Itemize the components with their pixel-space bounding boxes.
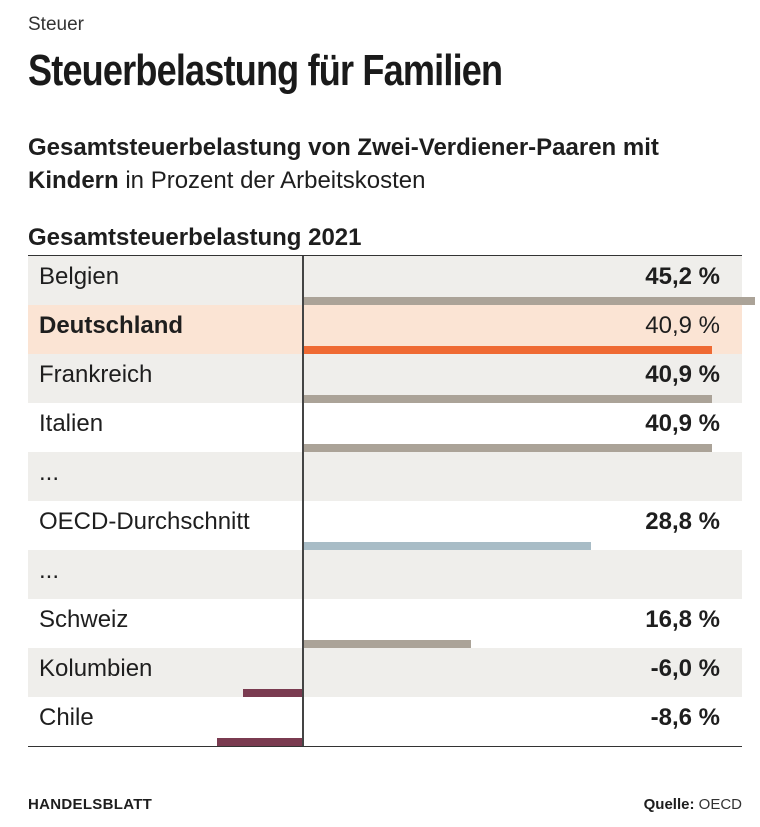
bar [303,346,712,354]
table-row: Deutschland 40,9 % [28,305,742,354]
country-label: Italien [39,410,104,437]
value-label: -6,0 % [650,655,720,682]
value-label: 28,8 % [645,508,720,535]
chart-subtitle: Gesamtsteuerbelastung von Zwei-Verdiener… [28,131,728,197]
table-row: Belgien 45,2 % [28,256,755,305]
page-title: Steuerbelastung für Familien [28,46,503,95]
bar [303,444,712,452]
country-label: ... [39,459,60,486]
value-label: 45,2 % [645,263,720,290]
subtitle-bold: Gesamtsteuerbelastung von Zwei-Verdiener… [28,134,659,194]
ellipsis-row: ... [28,452,742,501]
bar-chart-table: Belgien 45,2 % Deutschland 40,9 % Frankreich… [28,255,755,747]
country-label: Kolumbien [39,655,153,682]
country-label: OECD-Durchschnitt [39,508,250,535]
country-label: Belgien [39,263,120,290]
bar [217,738,303,746]
value-label: 40,9 % [645,410,720,437]
table-row: Italien 40,9 % [28,403,742,452]
subtitle-rest: in Prozent der Arbeitskosten [118,167,426,194]
source-value: OECD [698,796,742,813]
table-row: OECD-Durchschnitt 28,8 % [28,501,742,550]
value-label: 40,9 % [645,361,720,388]
publisher-logo: HANDELSBLATT [28,796,153,813]
bar [303,640,471,648]
source-note: Quelle: OECD [644,796,742,813]
country-label: Deutschland [39,312,184,339]
table-row: Schweiz 16,8 % [28,599,742,648]
ellipsis-row: ... [28,550,742,599]
bar [303,297,755,305]
table-row: Kolumbien -6,0 % [28,648,742,697]
table-bottom-rule [28,745,742,747]
value-label: 40,9 % [645,312,720,339]
country-label: Schweiz [39,606,129,633]
value-label: -8,6 % [650,704,720,731]
bar [303,395,712,403]
country-label: Chile [39,704,94,731]
table-row: Chile -8,6 % [28,697,742,746]
table-row: Frankreich 40,9 % [28,354,742,403]
source-label: Quelle: [643,796,695,813]
kicker: Steuer [28,14,84,35]
country-label: ... [39,557,60,584]
bar [243,689,303,697]
chart-title: Gesamtsteuerbelastung 2021 [28,224,362,251]
bar [303,542,591,550]
country-label: Frankreich [39,361,153,388]
zero-axis-line [302,256,304,746]
value-label: 16,8 % [645,606,720,633]
